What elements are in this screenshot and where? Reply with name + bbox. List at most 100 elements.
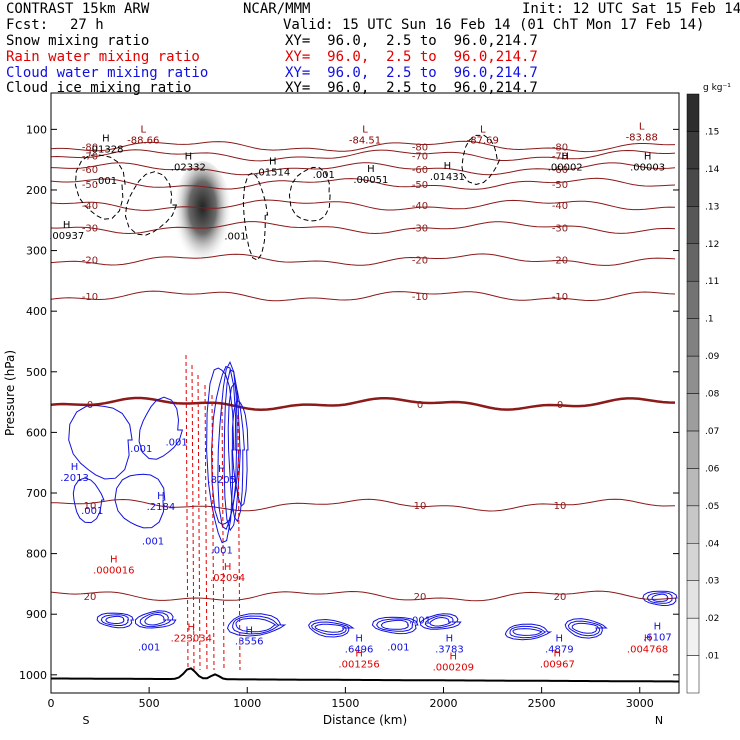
extremum-value: .00003 (630, 163, 665, 174)
cloud-water-contour (429, 616, 453, 627)
colorbar-cell (686, 617, 700, 656)
field-name-snow: Snow mixing ratio (6, 33, 150, 49)
extremum-marker: L (639, 121, 645, 132)
cloud-water-contour (72, 477, 105, 524)
temperature-contour-label: 10 (84, 501, 97, 512)
cloud-water-contour (571, 622, 600, 634)
temperature-contour-label: -20 (412, 256, 428, 267)
extremum-marker: H (71, 462, 79, 473)
extremum-marker: H (355, 633, 363, 644)
temperature-contour--30 (51, 221, 676, 235)
extremum-value: .6496 (345, 644, 374, 655)
colorbar-tick-label: .13 (705, 202, 719, 212)
rain-contour (211, 394, 215, 671)
colorbar-tick-label: .15 (705, 127, 719, 137)
colorbar-cell (686, 505, 700, 544)
extremum-marker: H (450, 652, 458, 663)
cloud-water-contour (226, 613, 287, 637)
extremum-value: .00002 (548, 163, 583, 174)
contour-value-label: .001 (387, 643, 409, 654)
extremum-marker: H (644, 633, 652, 644)
temperature-contour-label: -40 (412, 201, 428, 212)
colorbar-cell (686, 168, 700, 207)
terrain-line (51, 667, 679, 683)
cloud-water-contour (420, 613, 462, 630)
extremum-marker: H (102, 133, 110, 144)
shaded-maximum-0 (172, 161, 233, 278)
x-tick-label: 500 (139, 697, 160, 710)
extremum-marker: H (644, 152, 652, 163)
temperature-contour-label: -30 (552, 224, 568, 235)
temperature-contour--80 (51, 140, 676, 153)
cloud-water-contour (100, 614, 129, 626)
temperature-contour-label: -70 (82, 151, 98, 162)
extremum-value: .4879 (545, 644, 574, 655)
colorbar-cell (686, 580, 700, 619)
temperature-contour-label: -60 (412, 165, 428, 176)
temperature-contour--50 (51, 177, 676, 190)
forecast-hour: 27 h (70, 17, 104, 33)
temperature-contour-label: 20 (84, 592, 97, 603)
extremum-value: .000209 (433, 663, 474, 674)
cloud-water-contour (564, 618, 608, 639)
extremum-marker: H (218, 464, 226, 475)
cloud-water-contour (105, 615, 125, 625)
temperature-contour--70 (51, 149, 676, 162)
x-tick-label: 2000 (430, 697, 458, 710)
cloud-water-contour (68, 404, 133, 480)
field-name-cloud-water: Cloud water mixing ratio (6, 65, 209, 81)
temperature-contour-label: 0 (557, 400, 563, 411)
cloud-water-contour (512, 628, 543, 636)
y-tick-label: 700 (26, 487, 47, 500)
cloud-ice-contour (74, 154, 126, 220)
cloud-water-contour (231, 400, 249, 507)
temperature-contour-label: -30 (412, 224, 428, 235)
cloud-water-contour (646, 592, 673, 604)
temperature-contour-20 (51, 590, 676, 602)
extremum-marker: L (362, 124, 368, 135)
field-name-cloud-ice: Cloud ice mixing ratio (6, 80, 192, 96)
colorbar-cell (686, 468, 700, 507)
temperature-contour-label: 20 (414, 592, 427, 603)
cloud-ice-contour (288, 166, 331, 222)
y-tick-label: 500 (26, 366, 47, 379)
extremum-value: .01514 (255, 168, 290, 179)
temperature-contour-label: -60 (552, 165, 568, 176)
contour-value-label: .001 (95, 176, 117, 187)
temperature-contour-label: -10 (552, 292, 568, 303)
cloud-ice-contour (124, 171, 178, 236)
extremum-value: .00051 (353, 175, 388, 186)
extremum-value: .000016 (93, 566, 134, 577)
y-tick-label: 400 (26, 305, 47, 318)
extremum-value: .8205 (207, 475, 236, 486)
contour-value-label: .001 (142, 537, 164, 548)
temperature-contour-label: -10 (82, 292, 98, 303)
contour-value-label: .001 (81, 506, 103, 517)
extremum-value: .3783 (435, 644, 464, 655)
y-tick-label: 600 (26, 426, 47, 439)
x-tick-label: 1500 (331, 697, 359, 710)
temperature-contour-10 (51, 498, 676, 512)
colorbar-cell (686, 93, 700, 132)
cloud-water-contour (380, 619, 410, 630)
colorbar-tick-label: .05 (705, 502, 719, 512)
colorbar-cell (686, 543, 700, 581)
extremum-marker: H (446, 633, 454, 644)
extremum-marker: H (224, 562, 232, 573)
cloud-water-contour (96, 612, 135, 629)
extremum-marker: H (188, 623, 196, 634)
contour-value-label: .001 (224, 232, 246, 243)
cloud-water-contour (227, 382, 245, 523)
extremum-value: .6107 (643, 632, 672, 643)
colorbar-cell (686, 280, 700, 319)
cloud-water-contour (144, 613, 168, 626)
cloud-water-contour (138, 396, 184, 460)
x-tick-label: 0 (48, 697, 55, 710)
y-tick-label: 1000 (19, 669, 47, 682)
x-tick-label: 2500 (528, 697, 556, 710)
temperature-contour-0 (51, 396, 676, 412)
colorbar-cell (686, 206, 700, 244)
temperature-contour-label: -60 (82, 165, 98, 176)
colorbar-unit: g kg⁻¹ (703, 83, 731, 93)
